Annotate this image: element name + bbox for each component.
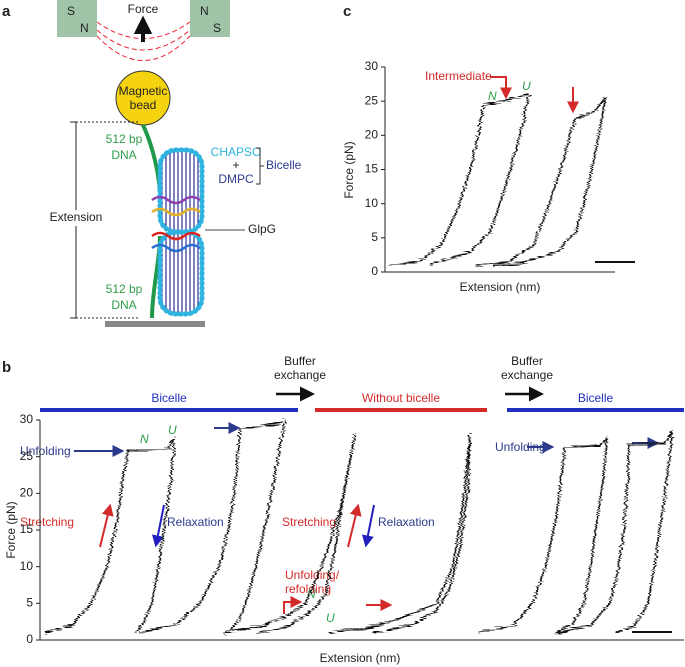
bicelle (157, 147, 205, 235)
annotation: N (307, 587, 316, 601)
x-axis-label: Extension (nm) (320, 651, 401, 665)
surface (105, 321, 205, 327)
pole: N (200, 4, 209, 18)
y-tick-label: 20 (365, 128, 379, 142)
dmpc: DMPC (218, 172, 254, 186)
trace (329, 433, 471, 634)
annotation: Stretching (20, 515, 74, 529)
buffer-exchange: Buffer (511, 354, 543, 368)
arrow (347, 503, 362, 548)
dna-label: DNA (111, 148, 136, 162)
condition-label: Bicelle (578, 391, 614, 405)
annotation: refolding (285, 582, 331, 596)
y-tick-label: 25 (365, 93, 379, 107)
bicelle (157, 229, 205, 317)
annotation: U (326, 611, 335, 625)
bracket (256, 147, 264, 185)
panel-c: c Force (pN) Extension (nm) Intermediate… (342, 3, 635, 294)
y-tick-label: 30 (20, 412, 34, 426)
trace (139, 419, 286, 634)
annotation: U (168, 423, 177, 437)
trace (558, 431, 673, 634)
dna-label: 512 bp (106, 282, 143, 296)
x-axis-label: Extension (nm) (460, 280, 541, 294)
annotation: Stretching (282, 515, 336, 529)
annotation: Relaxation (378, 515, 435, 529)
annotation: Unfolding/ (285, 568, 340, 582)
magnet (190, 0, 230, 37)
arrow (151, 504, 165, 548)
annotation: N (140, 432, 149, 446)
y-tick-label: 20 (20, 486, 34, 500)
trace (389, 93, 530, 266)
chapso: CHAPSO (211, 145, 262, 159)
trace (224, 433, 356, 634)
bead-label: bead (130, 98, 157, 112)
pole: S (67, 4, 75, 18)
dna-label: 512 bp (106, 132, 143, 146)
buffer-exchange: Buffer (284, 354, 316, 368)
trace (474, 96, 607, 266)
arrow (283, 596, 303, 614)
glpg-label: GlpG (248, 222, 276, 236)
panel-label: c (343, 3, 351, 20)
arrow (490, 76, 512, 100)
y-tick-label: 0 (371, 264, 378, 278)
buffer-exchange: exchange (501, 368, 553, 382)
y-tick-label: 30 (365, 59, 379, 73)
dna-label: DNA (111, 298, 136, 312)
y-tick-label: 10 (365, 196, 379, 210)
bead-label: Magnetic (119, 84, 168, 98)
annotation: Unfolding (20, 444, 71, 458)
panel-a: a S N N S Force Magnetic bead 512 bp DNA… (2, 0, 302, 327)
y-tick-label: 15 (365, 162, 379, 176)
plus: + (232, 158, 239, 172)
buffer-exchange: exchange (274, 368, 326, 382)
y-tick-label: 5 (371, 230, 378, 244)
force-label: Force (128, 2, 159, 16)
pole: N (80, 21, 89, 35)
y-axis-label: Force (pN) (342, 141, 356, 198)
y-axis-label: Force (pN) (4, 501, 18, 558)
glpg (151, 195, 201, 253)
trace (44, 437, 176, 634)
pole: S (213, 21, 221, 35)
annotation: Intermediate (425, 69, 492, 83)
panel-label: b (2, 359, 11, 376)
dna (141, 124, 162, 193)
annotation: N (488, 89, 497, 103)
y-tick-label: 15 (20, 522, 34, 536)
panel-label: a (2, 3, 11, 20)
bicelle-label: Bicelle (266, 158, 302, 172)
annotation: Relaxation (167, 515, 224, 529)
extension-label: Extension (50, 210, 103, 224)
force-arrow (133, 15, 153, 42)
y-tick-label: 0 (26, 632, 33, 646)
condition-label: Without bicelle (362, 391, 440, 405)
arrow (99, 503, 114, 548)
trace (479, 437, 608, 634)
magnet (57, 0, 97, 37)
y-tick-label: 5 (26, 596, 33, 610)
annotation: Unfolding (495, 440, 546, 454)
extension-guide (76, 121, 140, 319)
arrow (361, 504, 375, 548)
annotation: U (522, 79, 531, 93)
condition-label: Bicelle (151, 391, 187, 405)
y-tick-label: 10 (20, 559, 34, 573)
panel-b: b Buffer exchange Buffer exchange Force … (2, 354, 672, 665)
label-bg (48, 210, 104, 226)
y-tick-label: 25 (20, 449, 34, 463)
